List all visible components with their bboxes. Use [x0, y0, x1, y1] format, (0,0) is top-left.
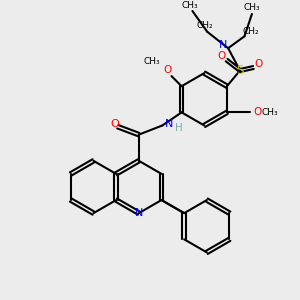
Text: O: O	[254, 107, 262, 117]
Text: CH₃: CH₃	[144, 57, 160, 66]
Text: N: N	[219, 40, 227, 50]
Text: O: O	[110, 119, 119, 129]
Text: CH₃: CH₃	[262, 108, 278, 117]
Text: CH₃: CH₃	[244, 3, 260, 12]
Text: CH₃: CH₃	[181, 1, 198, 10]
Text: O: O	[255, 59, 263, 69]
Text: N: N	[165, 119, 173, 129]
Text: N: N	[135, 208, 143, 218]
Text: O: O	[163, 64, 171, 74]
Text: O: O	[217, 51, 225, 61]
Text: CH₂: CH₂	[243, 27, 259, 36]
Text: CH₂: CH₂	[196, 21, 213, 30]
Text: S: S	[236, 64, 244, 77]
Text: H: H	[175, 122, 182, 133]
